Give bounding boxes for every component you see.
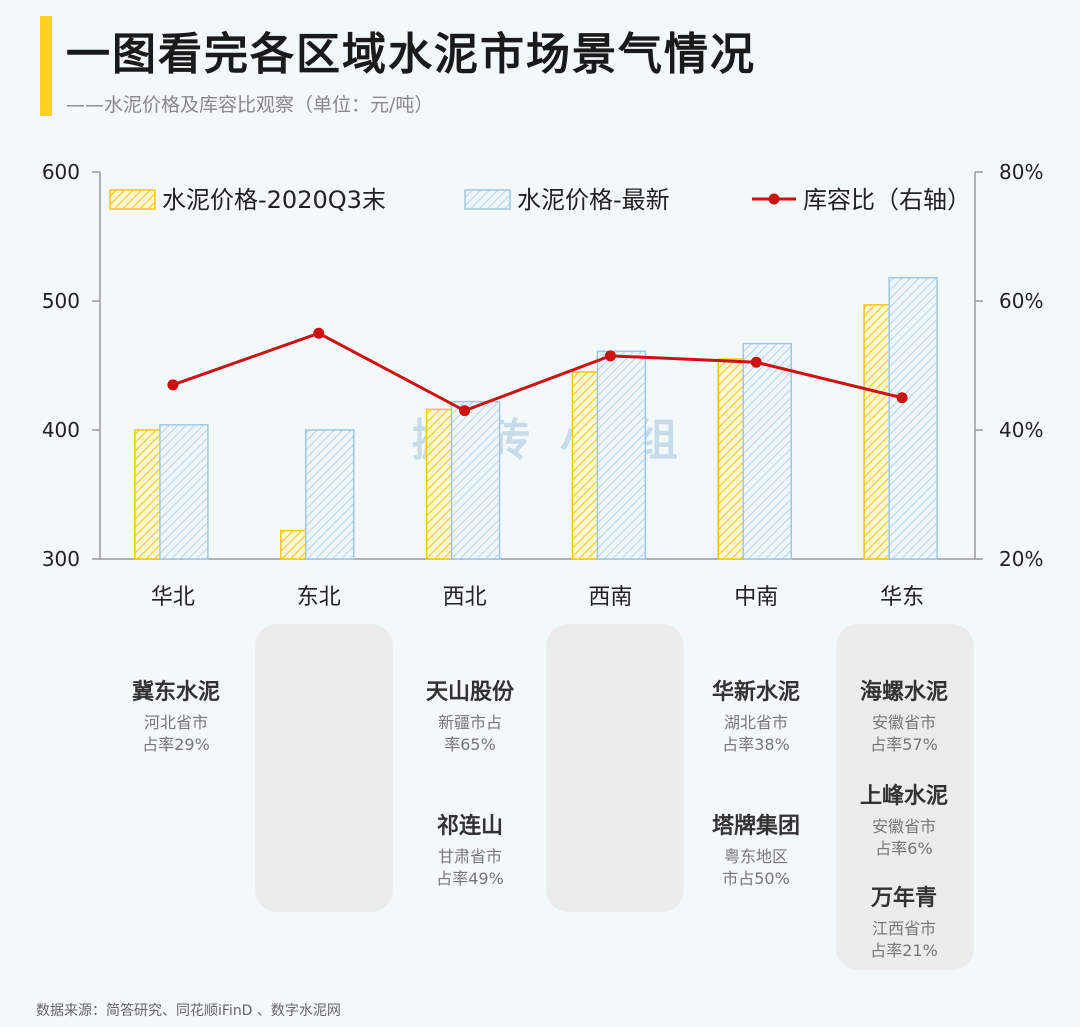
y-right-tick-label: 80% [999,160,1043,184]
y-left-tick-label: 300 [42,547,80,571]
company-desc: 甘肃省市 [437,847,502,866]
bar-latest [305,429,355,560]
kurongbi-line [172,331,903,413]
company-name: 上峰水泥 [859,784,948,809]
company-desc: 占率29% [142,735,210,754]
kurongbi-point [896,392,908,404]
company-name: 海螺水泥 [859,680,948,705]
company-desc: 湖北省市 [723,713,788,732]
company-desc: 江西省市 [871,919,936,938]
y-right-tick-label: 60% [999,289,1043,313]
panel-dongbei [255,624,393,912]
company-tapai: 塔牌集团 粤东地区市占50% [681,812,831,890]
category-label: 东北 [297,585,341,610]
company-desc: 占率49% [436,869,504,888]
y-right-tick-label: 20% [999,547,1043,571]
company-shangfeng: 上峰水泥 安徽省市占率6% [829,782,979,860]
company-name: 塔牌集团 [711,814,800,839]
company-desc: 市占50% [722,869,790,888]
legend-swatch-marker [768,193,780,205]
kurongbi-point [313,327,325,339]
kurongbi-point [750,356,762,368]
bar-latest [596,350,647,560]
y-right-tick-label: 40% [999,418,1043,442]
kurongbi-point [459,405,471,417]
company-name: 万年青 [870,886,937,911]
legend-label-latest: 水泥价格-最新 [517,186,670,214]
panel-huadong [836,624,974,970]
company-desc: 占率6% [875,839,933,858]
company-tianshan: 天山股份 新疆市占率65% [395,678,545,756]
category-label: 西南 [588,585,632,610]
company-name: 天山股份 [425,680,514,705]
company-jidong: 冀东水泥 河北省市占率29% [101,678,251,756]
company-desc: 率65% [444,735,496,754]
company-desc: 新疆市占 [437,713,502,732]
page-subtitle: ——水泥价格及库容比观察（单位：元/吨） [66,94,434,116]
company-desc: 占率57% [870,735,938,754]
company-desc: 河北省市 [143,713,208,732]
company-name: 华新水泥 [711,680,800,705]
company-name: 冀东水泥 [131,680,220,705]
legend-label-line: 库容比（右轴） [803,186,971,214]
category-label: 华北 [151,585,195,610]
category-label: 西北 [443,585,487,610]
category-label: 中南 [734,585,778,610]
company-desc: 安徽省市 [871,713,936,732]
kurongbi-point [604,350,616,362]
y-left-tick-label: 600 [42,160,80,184]
company-name: 祁连山 [436,814,503,839]
page-title: 一图看完各区域水泥市场景气情况 [66,29,756,80]
bar-latest [742,342,792,560]
legend-swatch-latest [464,189,511,210]
cement-chart: 300 400 500 600 20% 40% 60% 80% 水泥价格-2020Q3末 水泥价… [42,160,1044,610]
company-desc: 占率38% [722,735,790,754]
bar-latest [450,400,501,560]
y-left-tick-label: 500 [42,289,80,313]
company-desc: 安徽省市 [871,817,936,836]
legend-label-q3: 水泥价格-2020Q3末 [162,186,386,214]
bar-latest [159,424,209,560]
title-accent-bar [40,16,52,116]
company-desc: 粤东地区 [723,847,788,866]
category-label: 华东 [880,585,924,610]
company-desc: 占率21% [870,941,938,960]
company-huaxin: 华新水泥 湖北省市占率38% [681,678,831,756]
kurongbi-point [167,379,179,391]
y-left-tick-label: 400 [42,418,80,442]
bar-latest [888,277,938,560]
company-wannianqing: 万年青 江西省市占率21% [829,884,979,962]
company-conch: 海螺水泥 安徽省市占率57% [829,678,979,756]
panel-xinan [546,624,684,912]
legend-swatch-q3 [109,189,156,210]
data-source: 数据来源：简答研究、同花顺iFinD 、数字水泥网 [36,1003,341,1019]
company-qilianshan: 祁连山 甘肃省市占率49% [395,812,545,890]
